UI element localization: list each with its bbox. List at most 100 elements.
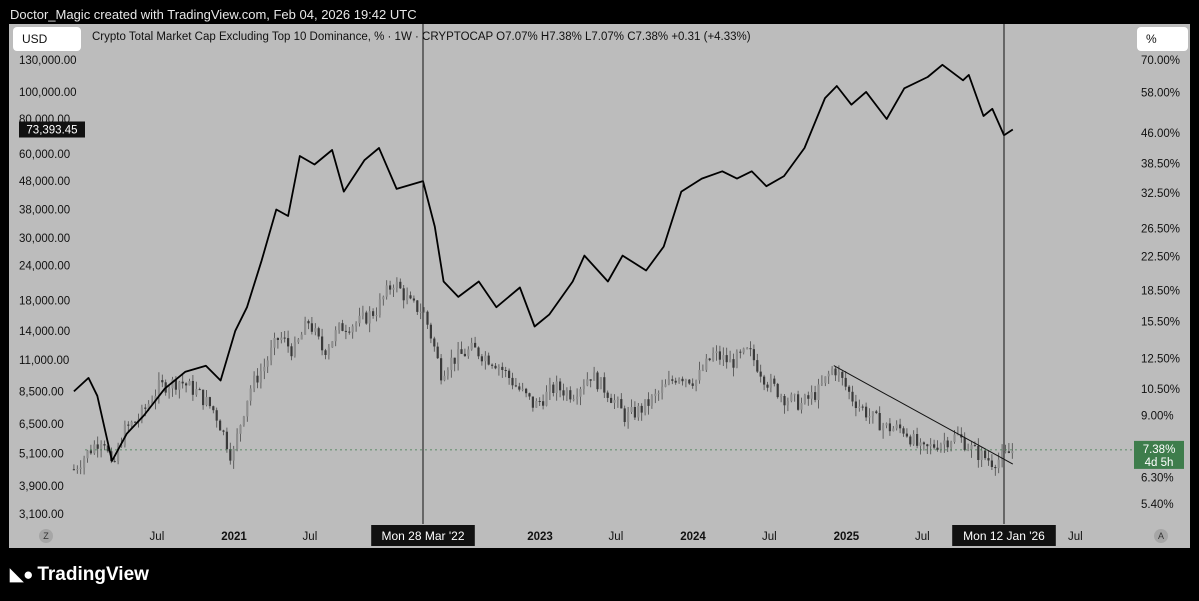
left-tick-label: 5,100.00 xyxy=(19,449,64,461)
candle-body xyxy=(579,389,582,397)
candle-body xyxy=(749,348,752,350)
candle-body xyxy=(103,444,106,446)
left-axis: 130,000.00100,000.0080,000.0060,000.0048… xyxy=(19,55,77,521)
tradingview-footer[interactable]: ◣● TradingView xyxy=(10,564,149,586)
candle-body xyxy=(113,461,116,463)
percent-unit-button[interactable]: % xyxy=(1137,27,1188,51)
candle-body xyxy=(756,360,759,372)
candle-body xyxy=(712,353,715,361)
candle-body xyxy=(511,377,514,386)
candle-body xyxy=(644,399,647,413)
candle-body xyxy=(939,444,942,450)
candle-body xyxy=(270,347,273,361)
candle-body xyxy=(572,399,575,401)
candle-body xyxy=(834,368,837,376)
candle-body xyxy=(827,373,830,377)
candle-body xyxy=(178,381,181,390)
candle-body xyxy=(715,351,718,353)
candle-body xyxy=(480,356,483,362)
time-tick-label: Jul xyxy=(303,531,318,543)
time-tick-label: Jul xyxy=(915,531,930,543)
candle-body xyxy=(72,469,75,471)
candle-body xyxy=(793,394,796,396)
candle-body xyxy=(674,380,677,383)
right-tick-label: 18.50% xyxy=(1141,286,1180,298)
candle-body xyxy=(327,347,330,355)
candle-body xyxy=(446,369,449,376)
candle-body xyxy=(739,351,742,353)
candle-body xyxy=(246,400,249,417)
candle-body xyxy=(933,444,936,448)
candle-body xyxy=(548,384,551,392)
right-tick-label: 15.50% xyxy=(1141,316,1180,328)
candle-body xyxy=(589,379,592,381)
candle-body xyxy=(79,467,82,469)
candle-body xyxy=(824,376,827,384)
candle-body xyxy=(593,372,596,381)
candle-body xyxy=(338,323,341,331)
candle-body xyxy=(171,379,174,389)
usd-unit-button[interactable]: USD xyxy=(13,27,81,51)
candle-body xyxy=(463,353,466,357)
candle-body xyxy=(174,379,177,390)
right-tick-label: 6.30% xyxy=(1141,472,1174,484)
candle-body xyxy=(973,445,976,447)
candle-body xyxy=(810,392,813,399)
candle-body xyxy=(501,366,504,370)
candle-body xyxy=(140,407,143,420)
candle-body xyxy=(820,383,823,385)
zoom-reset-circle-button[interactable]: Z xyxy=(39,529,53,543)
candle-body xyxy=(848,386,851,392)
candle-body xyxy=(722,355,725,360)
candle-body xyxy=(841,371,844,378)
left-tick-label: 30,000.00 xyxy=(19,233,70,245)
candle-body xyxy=(688,379,691,384)
candle-body xyxy=(912,434,915,445)
candle-body xyxy=(542,401,545,406)
candle-body xyxy=(780,396,783,398)
candle-body xyxy=(882,425,885,431)
candle-body xyxy=(365,312,368,324)
candle-body xyxy=(596,372,599,390)
left-tick-label: 60,000.00 xyxy=(19,149,70,161)
candle-body xyxy=(725,355,728,363)
candle-body xyxy=(569,390,572,400)
candle-body xyxy=(440,358,443,381)
candle-body xyxy=(854,401,857,408)
candle-body xyxy=(967,449,970,451)
candle-body xyxy=(899,424,902,429)
candle-body xyxy=(253,375,256,389)
left-tick-label: 14,000.00 xyxy=(19,326,70,338)
left-tick-label: 8,500.00 xyxy=(19,386,64,398)
candle-body xyxy=(290,346,293,357)
right-tick-label: 46.00% xyxy=(1141,128,1180,140)
candle-body xyxy=(919,442,922,446)
candle-body xyxy=(236,433,239,449)
candle-body xyxy=(980,450,983,460)
candle-body xyxy=(984,450,987,459)
candle-body xyxy=(280,337,283,340)
candle-body xyxy=(773,378,776,384)
time-tick-label: 2021 xyxy=(221,531,247,543)
candle-body xyxy=(86,450,89,459)
candle-body xyxy=(963,437,966,450)
candle-body xyxy=(654,393,657,396)
candle-body xyxy=(705,358,708,370)
candle-body xyxy=(807,395,810,399)
candle-body xyxy=(936,447,939,450)
candle-body xyxy=(191,381,194,395)
dominance-candles xyxy=(72,277,1014,476)
candle-body xyxy=(470,342,473,350)
candle-body xyxy=(528,393,531,397)
candle-body xyxy=(875,411,878,413)
candle-body xyxy=(650,395,653,406)
tradingview-logo-icon: ◣● xyxy=(10,565,34,584)
candle-body xyxy=(970,445,973,450)
candle-body xyxy=(222,430,225,432)
series-legend[interactable]: Crypto Total Market Cap Excluding Top 10… xyxy=(92,31,751,43)
candle-body xyxy=(181,381,184,384)
auto-scale-circle-button[interactable]: A xyxy=(1154,529,1168,543)
candle-body xyxy=(1004,451,1007,453)
candle-body xyxy=(545,391,548,406)
